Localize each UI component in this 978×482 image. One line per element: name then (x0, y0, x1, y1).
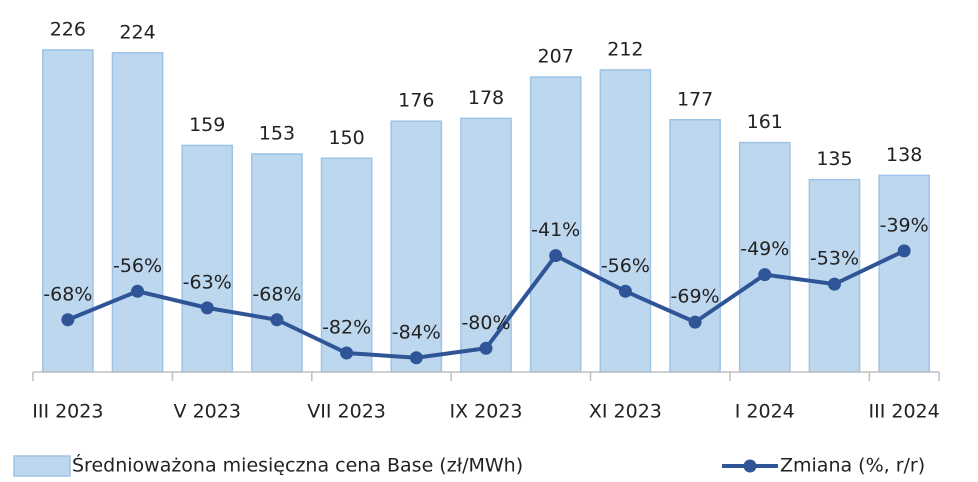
x-tick-label: III 2024 (869, 401, 940, 423)
line-point (61, 313, 75, 327)
bar-value-label: 207 (538, 46, 574, 68)
bar-value-label: 176 (398, 90, 434, 112)
line-point (270, 313, 284, 327)
line-value-label: -41% (531, 219, 580, 241)
line-point (409, 351, 423, 365)
x-tick-label: IX 2023 (449, 401, 522, 423)
bar (181, 144, 234, 373)
line-point (897, 244, 911, 258)
bar-value-label: 138 (886, 144, 922, 166)
x-tick-label: XI 2023 (589, 401, 662, 423)
bar-value-label: 212 (607, 38, 643, 60)
line-value-label: -49% (740, 238, 789, 260)
line-point (827, 277, 841, 291)
bar (460, 117, 512, 373)
bar (320, 157, 373, 373)
line-point (758, 268, 772, 282)
legend-label: Średnioważona miesięczna cena Base (zł/M… (72, 453, 523, 477)
bar (111, 52, 164, 373)
bar (738, 141, 791, 373)
bar (669, 119, 721, 373)
line-value-label: -69% (671, 286, 720, 308)
legend-swatch-marker (743, 459, 757, 473)
x-tick-label: VII 2023 (307, 401, 386, 423)
line-value-label: -68% (252, 283, 301, 305)
line-value-label: -80% (461, 312, 510, 334)
line-point (340, 346, 354, 360)
bar-value-label: 177 (677, 88, 713, 110)
bar (390, 120, 443, 373)
line-value-label: -39% (880, 214, 929, 236)
line-value-label: -68% (43, 283, 92, 305)
legend-label: Zmiana (%, r/r) (780, 455, 925, 477)
x-tick-label: I 2024 (735, 401, 795, 423)
line-value-label: -56% (601, 255, 650, 277)
bar-value-label: 150 (328, 127, 364, 149)
bar-value-label: 153 (259, 122, 295, 144)
x-tick-label: III 2023 (32, 401, 103, 423)
bar (599, 69, 652, 373)
bar (529, 76, 582, 373)
line-point (549, 249, 563, 263)
line-point (688, 315, 702, 329)
x-tick-label: V 2023 (174, 401, 241, 423)
bar-value-label: 135 (816, 148, 852, 170)
line-value-label: -82% (322, 317, 371, 339)
line-value-label: -53% (810, 248, 859, 270)
bar-value-label: 178 (468, 87, 504, 109)
bar-value-label: 161 (747, 111, 783, 133)
line-point (479, 341, 493, 355)
line-point (200, 301, 214, 315)
bar (251, 153, 303, 373)
bar-value-label: 159 (189, 114, 225, 136)
line-value-label: -63% (183, 271, 232, 293)
legend-swatch (13, 455, 71, 477)
line-value-label: -84% (392, 321, 441, 343)
bar-value-label: 224 (119, 21, 155, 43)
bar (878, 174, 930, 373)
bar-value-label: 226 (50, 18, 86, 40)
line-value-label: -56% (113, 255, 162, 277)
line-point (131, 284, 145, 298)
line-point (618, 284, 632, 298)
